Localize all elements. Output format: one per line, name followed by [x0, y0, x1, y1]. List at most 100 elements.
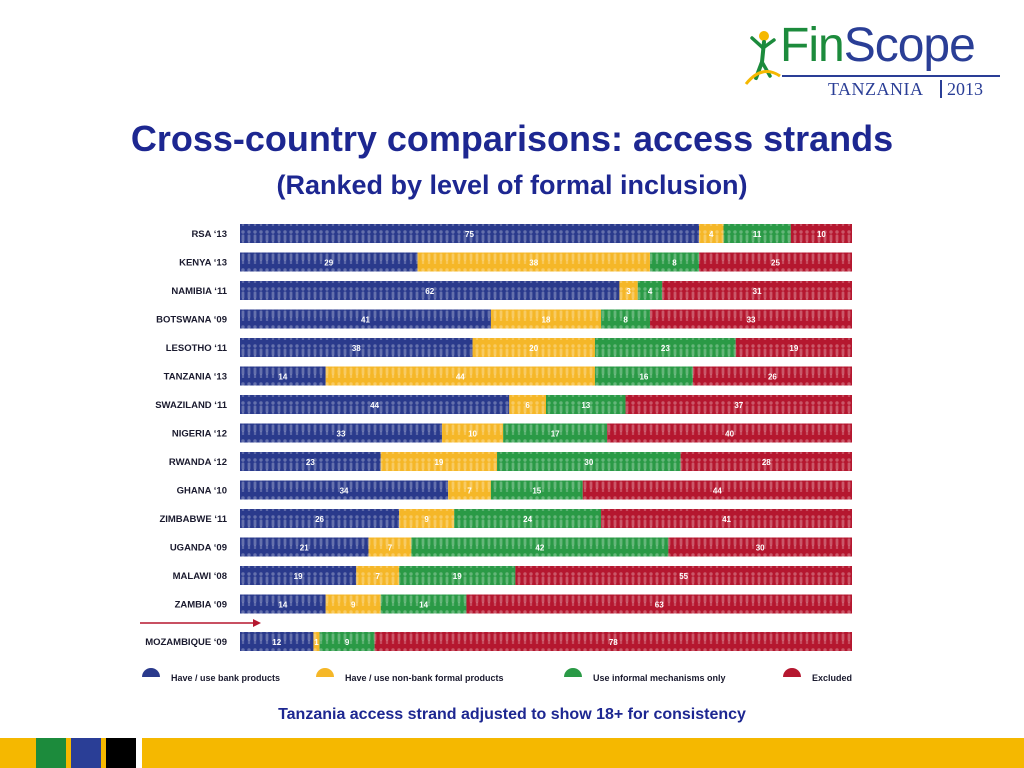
value-label-informal: 11	[753, 230, 762, 239]
country-label: GHANA ‘10	[177, 486, 227, 497]
value-label-nonbank-formal: 20	[529, 344, 538, 353]
chart-row: ZAMBIA ‘09 14 9 14 63	[175, 594, 852, 614]
country-label: MOZAMBIQUE ‘09	[145, 637, 227, 648]
bar-people-pattern	[313, 632, 320, 651]
bar-people-pattern	[240, 480, 449, 500]
value-label-excluded: 40	[725, 430, 734, 439]
value-label-excluded: 26	[768, 373, 777, 382]
value-label-nonbank-formal: 38	[529, 259, 538, 268]
bar-people-pattern	[411, 537, 669, 557]
bar-people-pattern	[662, 281, 852, 300]
footer-bar	[0, 738, 1024, 768]
legend-item-excluded: Excluded	[782, 668, 852, 687]
bar-people-pattern	[699, 224, 724, 243]
bar-people-pattern	[240, 594, 326, 614]
country-label: NIGERIA ‘12	[172, 429, 227, 440]
legend-icon-mask	[141, 677, 161, 687]
value-label-nonbank-formal: 7	[388, 544, 393, 553]
bar-people-pattern	[368, 537, 412, 557]
country-label: MALAWI ‘08	[173, 571, 227, 582]
bar-people-pattern	[637, 281, 663, 300]
value-label-bank: 33	[337, 430, 346, 439]
value-label-nonbank-formal: 9	[424, 515, 429, 524]
logo-wordmark: FinScope	[780, 16, 976, 76]
bar-people-pattern	[240, 632, 314, 651]
bar-people-pattern	[619, 281, 638, 300]
finscope-logo: FinScope TANZANIA 2013	[742, 19, 1004, 102]
bar-people-pattern	[417, 252, 651, 272]
value-label-bank: 12	[272, 638, 281, 647]
value-label-excluded: 44	[713, 487, 722, 496]
value-label-excluded: 41	[722, 515, 731, 524]
bar-people-pattern	[240, 338, 473, 357]
value-label-excluded: 19	[789, 344, 798, 353]
value-label-excluded: 37	[734, 401, 743, 410]
chart-row: KENYA ‘13 29 38 8 25	[179, 252, 852, 272]
value-label-excluded: 28	[762, 458, 771, 467]
value-label-nonbank-formal: 7	[467, 487, 472, 496]
chart-row: GHANA ‘10 34 7 15 44	[177, 480, 852, 500]
legend-icon-mask	[782, 677, 802, 687]
figure-icon	[744, 31, 781, 85]
chart-row: SWAZILAND ‘11 44 6 13 37	[155, 395, 852, 414]
value-label-bank: 38	[352, 344, 361, 353]
value-label-excluded: 33	[747, 316, 756, 325]
value-label-nonbank-formal: 19	[434, 458, 443, 467]
bar-people-pattern	[240, 252, 418, 272]
bar-people-pattern	[240, 452, 381, 471]
value-label-informal: 9	[345, 638, 350, 647]
value-label-bank: 62	[425, 287, 434, 296]
value-label-bank: 23	[306, 458, 315, 467]
value-label-informal: 14	[419, 601, 428, 610]
value-label-informal: 17	[551, 430, 560, 439]
legend-label: Use informal mechanisms only	[593, 673, 726, 683]
bar-people-pattern	[380, 594, 467, 614]
value-label-informal: 19	[453, 572, 462, 581]
bar-people-pattern	[497, 452, 681, 471]
chart-row: LESOTHO ‘11 38 20 23 19	[166, 338, 852, 357]
chart-row: RWANDA ‘12 23 19 30 28	[169, 452, 852, 471]
logo-word-scope: Scope	[843, 19, 976, 72]
value-label-nonbank-formal: 4	[709, 230, 714, 239]
bar-people-pattern	[582, 480, 852, 500]
value-label-informal: 15	[532, 487, 541, 496]
legend-label: Excluded	[812, 673, 852, 683]
value-label-informal: 4	[648, 287, 653, 296]
value-label-nonbank-formal: 44	[456, 373, 465, 382]
chart-row: ZIMBABWE ‘11 26 9 24 41	[159, 509, 852, 528]
bar-people-pattern	[454, 509, 602, 528]
bar-people-pattern	[503, 423, 608, 443]
footer-square-yellow	[0, 738, 28, 768]
value-label-bank: 14	[278, 601, 287, 610]
value-label-informal: 8	[672, 259, 677, 268]
legend-item-bank: Have / use bank products	[141, 668, 280, 687]
slide-title: Cross-country comparisons: access strand…	[130, 118, 894, 159]
bar-people-pattern	[699, 252, 852, 272]
bar-people-pattern	[490, 309, 602, 329]
value-label-bank: 29	[324, 259, 333, 268]
value-label-bank: 41	[361, 316, 370, 325]
bar-people-pattern	[625, 395, 852, 414]
bar-people-pattern	[601, 309, 651, 329]
footnote: Tanzania access strand adjusted to show …	[278, 706, 746, 723]
legend-label: Have / use non-bank formal products	[345, 673, 504, 683]
legend-item-nonbank-formal: Have / use non-bank formal products	[315, 668, 504, 687]
bar-people-pattern	[399, 566, 516, 585]
value-label-excluded: 31	[753, 287, 762, 296]
value-label-informal: 30	[584, 458, 593, 467]
value-label-informal: 8	[623, 316, 628, 325]
bar-people-pattern	[240, 281, 620, 300]
country-label: BOTSWANA ‘09	[156, 315, 227, 326]
logo-divider	[940, 80, 942, 98]
chart-row: TANZANIA ‘13 14 44 16 26	[164, 366, 852, 386]
bar-people-pattern	[240, 366, 326, 386]
chart-row: UGANDA ‘09 21 7 42 30	[170, 537, 852, 557]
bar-people-pattern	[594, 338, 736, 357]
value-label-bank: 19	[294, 572, 303, 581]
footer-gap	[136, 738, 142, 768]
value-label-bank: 75	[465, 230, 474, 239]
bar-people-pattern	[240, 224, 699, 243]
value-label-excluded: 25	[771, 259, 780, 268]
chart-row: BOTSWANA ‘09 41 18 8 33	[156, 309, 852, 329]
